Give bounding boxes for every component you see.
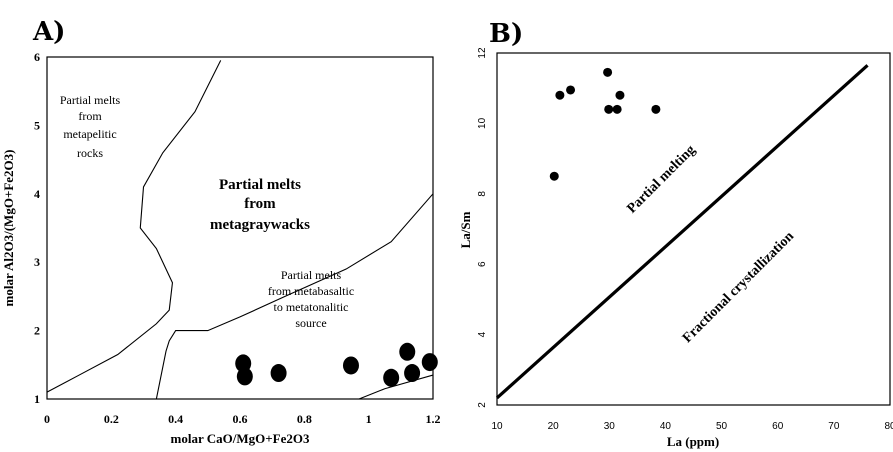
y-tick-label: 12 [477,47,488,59]
panel-b-trend [495,64,869,400]
data-point [342,356,359,375]
x-tick-label: 40 [660,421,672,432]
data-point [615,90,625,100]
y-tick-label: 6 [34,50,40,64]
boundary-line [46,60,222,393]
region-text: from metabasaltic [268,284,354,298]
data-point [404,364,421,383]
panel-a-ylabel: molar Al2O3/(MgO+Fe2O3) [1,149,16,306]
y-tick-label: 4 [34,187,40,201]
region-text: Partial melts [219,177,301,193]
y-tick-label: 2 [34,324,40,338]
panel-b-frame [496,52,891,406]
data-point [549,171,559,181]
y-tick-label: 10 [477,117,488,129]
panel-b-ylabel: La/Sm [458,211,473,248]
panel-b-points [549,67,661,181]
region-text: metapelitic [63,127,116,141]
data-point [421,353,438,372]
x-tick-label: 0.8 [297,412,312,426]
x-tick-label: 10 [491,421,503,432]
data-point [604,104,614,114]
fractional-crystallization-label: Fractional crystallization [680,229,797,346]
data-point [555,90,565,100]
partial-melting-label: Partial melting [624,142,698,216]
panel-b-xlabel: La (ppm) [667,434,719,449]
region-text: source [295,316,326,330]
data-point [603,67,613,77]
data-point [236,367,253,386]
region-text: Partial melts [60,93,121,107]
x-tick-label: 60 [772,421,784,432]
data-point [566,85,576,95]
x-tick-label: 50 [716,421,728,432]
panel-a-axes: 0 0.2 0.4 0.6 0.8 1 1.2 1 2 3 4 5 6 [34,50,441,426]
region-text: to metatonalitic [274,300,349,314]
data-point [399,342,416,361]
boundary-line [155,193,434,400]
y-tick-label: 3 [34,255,40,269]
y-tick-label: 1 [34,392,40,406]
x-tick-label: 20 [548,421,560,432]
y-tick-label: 8 [477,191,488,197]
panel-a-label: A) [32,17,65,47]
region-text: from [244,196,276,212]
data-point [383,368,400,387]
x-tick-label: 0.2 [104,412,119,426]
x-tick-label: 1.2 [426,412,441,426]
data-point [270,364,287,383]
region-metabasaltic-label: Partial melts from metabasaltic to metat… [268,268,354,330]
x-tick-label: 0.6 [233,412,248,426]
x-tick-label: 80 [884,421,893,432]
region-text: from [78,109,102,123]
x-tick-label: 70 [828,421,840,432]
region-text: metagraywacks [210,217,310,233]
trend-line [495,64,869,400]
y-tick-label: 2 [477,402,488,408]
region-metapelitic-label: Partial melts from metapelitic rocks [60,93,121,160]
x-tick-label: 1 [366,412,372,426]
x-tick-label: 0.4 [168,412,183,426]
y-tick-label: 4 [477,331,488,337]
y-tick-label: 6 [477,261,488,267]
panel-a-xlabel: molar CaO/MgO+Fe2O3 [171,431,310,446]
data-point [612,104,622,114]
data-point [651,104,661,114]
panel-b-label: B) [489,19,523,49]
panel-a-points [235,342,438,387]
region-text: rocks [77,146,103,160]
panel-a-frame [46,56,434,400]
x-tick-label: 0 [44,412,50,426]
panel-b-axes: 10 20 30 40 50 60 70 80 2 4 6 8 10 12 [477,47,893,432]
y-tick-label: 5 [34,118,40,132]
region-text: Partial melts [281,268,342,282]
region-metagraywacks-label: Partial melts from metagraywacks [210,177,310,233]
x-tick-label: 30 [604,421,616,432]
